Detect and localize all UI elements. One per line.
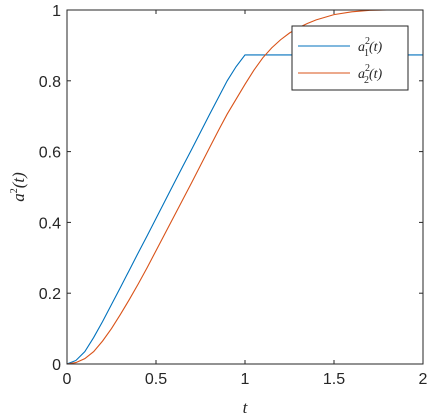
legend-label-arg: (t)	[369, 40, 383, 55]
y-axis-label-arg: (t)	[9, 172, 28, 188]
axes-layer	[66, 9, 424, 365]
y-tick-label: 0.2	[39, 286, 61, 303]
series-line-2	[67, 10, 423, 364]
y-axis-label-sup: 2	[9, 188, 20, 193]
y-axis-label-base: a	[9, 193, 28, 202]
legend-label-base: a	[358, 40, 365, 55]
legend-label-arg: (t)	[369, 67, 383, 82]
legend-label-sup: 2	[365, 36, 370, 47]
legend-label-1: a2 1(t)	[358, 36, 383, 59]
legend-label-sup: 2	[365, 63, 370, 74]
x-tick-label: 0	[63, 371, 72, 388]
legend-label-sub: 1	[364, 48, 369, 59]
legend-label-base: a	[358, 67, 365, 82]
x-tick-label: 2	[419, 371, 428, 388]
y-tick-label: 0.4	[39, 215, 61, 232]
y-tick-label: 0	[52, 357, 61, 374]
x-tick-label: 1.5	[323, 371, 345, 388]
legend-label-sub: 2	[364, 75, 369, 86]
legend: a2 1(t)a2 2(t)	[291, 25, 409, 91]
y-tick-label: 1	[52, 3, 61, 20]
y-tick-label: 0.6	[39, 145, 61, 162]
legend-label-2: a2 2(t)	[358, 63, 383, 86]
x-tick-label: 1	[241, 371, 250, 388]
y-axis-label: a2(t)	[9, 172, 28, 202]
x-axis-label: t	[243, 398, 249, 417]
y-tick-label: 0.8	[39, 74, 61, 91]
legend-box	[291, 25, 409, 91]
x-tick-label: 0.5	[145, 371, 167, 388]
